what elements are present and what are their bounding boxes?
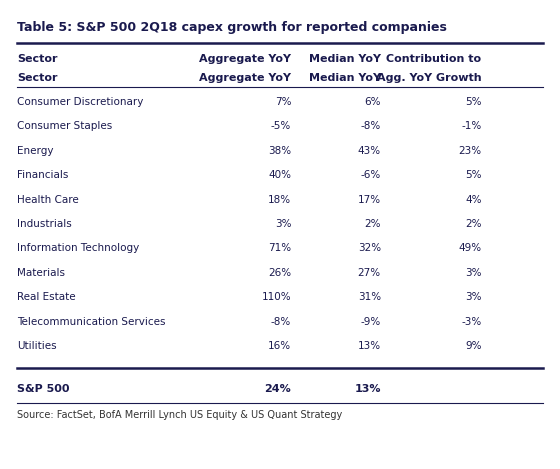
- Text: Sector: Sector: [17, 54, 57, 64]
- Text: 26%: 26%: [268, 268, 291, 278]
- Text: Utilities: Utilities: [17, 341, 57, 351]
- Text: 3%: 3%: [275, 219, 291, 229]
- Text: Consumer Discretionary: Consumer Discretionary: [17, 97, 143, 107]
- Text: Information Technology: Information Technology: [17, 243, 139, 253]
- Text: -3%: -3%: [461, 317, 482, 326]
- Text: Sector: Sector: [17, 73, 57, 83]
- Text: 31%: 31%: [358, 292, 381, 302]
- Text: 43%: 43%: [358, 146, 381, 156]
- Text: 71%: 71%: [268, 243, 291, 253]
- Text: -5%: -5%: [271, 121, 291, 131]
- Text: Agg. YoY Growth: Agg. YoY Growth: [377, 73, 482, 83]
- Text: Table 5: S&P 500 2Q18 capex growth for reported companies: Table 5: S&P 500 2Q18 capex growth for r…: [17, 21, 447, 34]
- Text: 5%: 5%: [465, 170, 482, 180]
- Text: Materials: Materials: [17, 268, 65, 278]
- Text: Industrials: Industrials: [17, 219, 72, 229]
- Text: 23%: 23%: [459, 146, 482, 156]
- Text: Consumer Staples: Consumer Staples: [17, 121, 112, 131]
- Text: 9%: 9%: [465, 341, 482, 351]
- Text: 3%: 3%: [465, 292, 482, 302]
- Text: 40%: 40%: [268, 170, 291, 180]
- Text: S&P 500: S&P 500: [17, 384, 69, 394]
- Text: 13%: 13%: [354, 384, 381, 394]
- Text: Health Care: Health Care: [17, 195, 78, 204]
- Text: 16%: 16%: [268, 341, 291, 351]
- Text: -6%: -6%: [361, 170, 381, 180]
- Text: Telecommunication Services: Telecommunication Services: [17, 317, 165, 326]
- Text: Aggregate YoY: Aggregate YoY: [199, 73, 291, 83]
- Text: Median YoY: Median YoY: [309, 73, 381, 83]
- Text: 3%: 3%: [465, 268, 482, 278]
- Text: -1%: -1%: [461, 121, 482, 131]
- Text: -8%: -8%: [361, 121, 381, 131]
- Text: Real Estate: Real Estate: [17, 292, 76, 302]
- Text: 18%: 18%: [268, 195, 291, 204]
- Text: 5%: 5%: [465, 97, 482, 107]
- Text: 4%: 4%: [465, 195, 482, 204]
- Text: 17%: 17%: [358, 195, 381, 204]
- Text: 49%: 49%: [459, 243, 482, 253]
- Text: -8%: -8%: [271, 317, 291, 326]
- Text: 2%: 2%: [465, 219, 482, 229]
- Text: 7%: 7%: [275, 97, 291, 107]
- Text: Source: FactSet, BofA Merrill Lynch US Equity & US Quant Strategy: Source: FactSet, BofA Merrill Lynch US E…: [17, 410, 342, 420]
- Text: 38%: 38%: [268, 146, 291, 156]
- Text: 27%: 27%: [358, 268, 381, 278]
- Text: 13%: 13%: [358, 341, 381, 351]
- Text: Median YoY: Median YoY: [309, 54, 381, 64]
- Text: Energy: Energy: [17, 146, 53, 156]
- Text: 32%: 32%: [358, 243, 381, 253]
- Text: -9%: -9%: [361, 317, 381, 326]
- Text: Aggregate YoY: Aggregate YoY: [199, 54, 291, 64]
- Text: 2%: 2%: [365, 219, 381, 229]
- Text: Financials: Financials: [17, 170, 68, 180]
- Text: 110%: 110%: [262, 292, 291, 302]
- Text: 6%: 6%: [365, 97, 381, 107]
- Text: Contribution to: Contribution to: [386, 54, 482, 64]
- Text: 24%: 24%: [264, 384, 291, 394]
